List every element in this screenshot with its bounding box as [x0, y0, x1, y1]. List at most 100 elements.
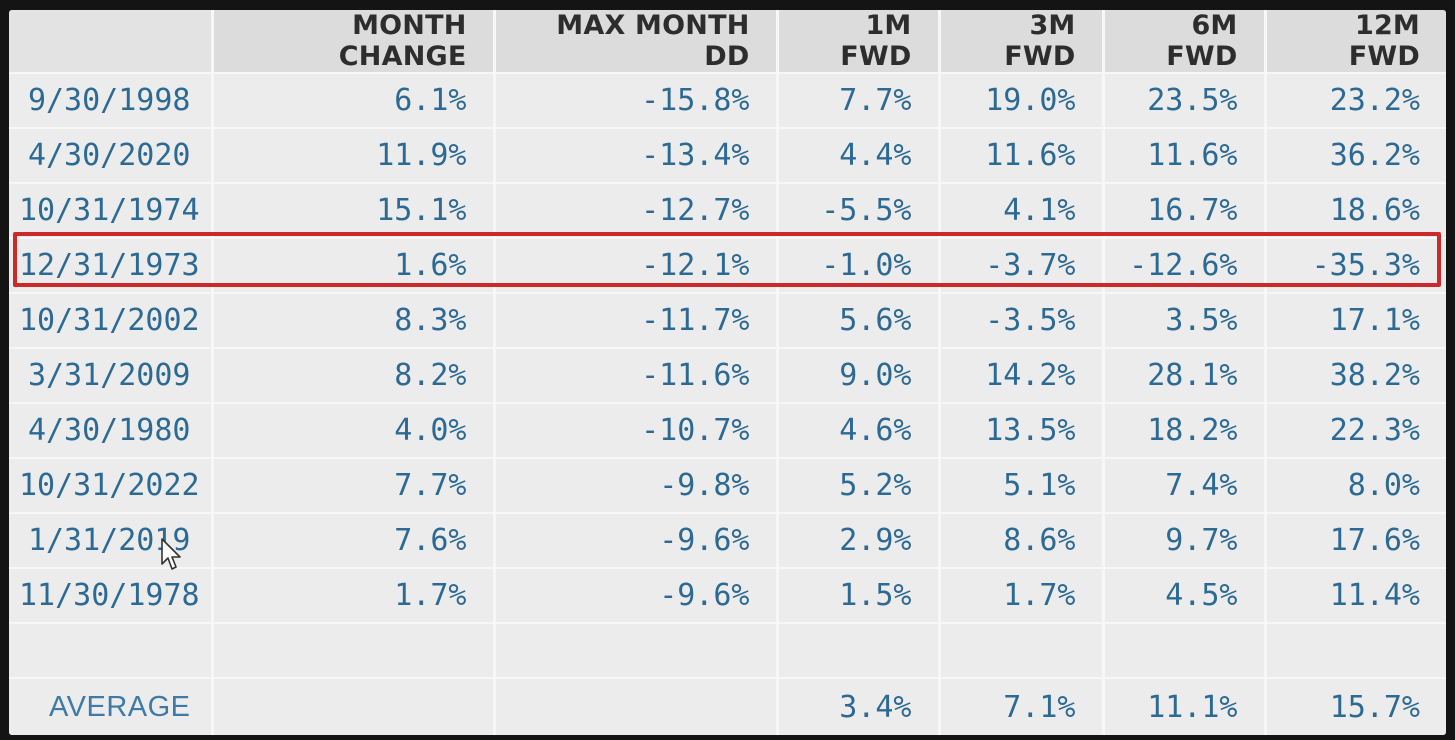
average-month-change-cell — [212, 678, 496, 735]
date-cell: 10/31/2002 — [9, 293, 214, 349]
max-month-dd-cell: -12.7% — [494, 183, 779, 239]
fwd-3m-cell: 19.0% — [939, 73, 1105, 129]
table-row: 10/31/1974 15.1% -12.7% -5.5% 4.1% 16.7%… — [9, 183, 1446, 239]
fwd-1m-cell: 4.6% — [777, 403, 941, 459]
max-month-dd-cell: -10.7% — [494, 403, 779, 459]
blank-cell — [9, 623, 214, 679]
fwd-12m-cell: 17.1% — [1265, 293, 1446, 349]
fwd-1m-cell: 5.6% — [777, 293, 941, 349]
fwd-6m-cell: 7.4% — [1103, 458, 1267, 514]
fwd-3m-cell: -3.7% — [939, 238, 1105, 294]
fwd-3m-cell: 14.2% — [939, 348, 1105, 404]
table-row: 4/30/2020 11.9% -13.4% 4.4% 11.6% 11.6% … — [9, 128, 1446, 184]
max-month-dd-cell: -9.6% — [494, 513, 779, 569]
month-change-cell: 8.2% — [212, 348, 496, 404]
average-3m-fwd-cell: 7.1% — [939, 678, 1105, 735]
fwd-3m-cell: 13.5% — [939, 403, 1105, 459]
header-3m-fwd: 3M FWD — [939, 10, 1105, 74]
max-month-dd-cell: -9.8% — [494, 458, 779, 514]
max-month-dd-cell: -11.6% — [494, 348, 779, 404]
date-cell: 9/30/1998 — [9, 73, 214, 129]
date-cell: 12/31/1973 — [9, 238, 214, 294]
month-change-cell: 6.1% — [212, 73, 496, 129]
fwd-3m-cell: 4.1% — [939, 183, 1105, 239]
table-row: 1/31/2019 7.6% -9.6% 2.9% 8.6% 9.7% 17.6… — [9, 513, 1446, 569]
fwd-1m-cell: 1.5% — [777, 568, 941, 624]
table-row: 3/31/2009 8.2% -11.6% 9.0% 14.2% 28.1% 3… — [9, 348, 1446, 404]
fwd-6m-cell: 16.7% — [1103, 183, 1267, 239]
max-month-dd-cell: -12.1% — [494, 238, 779, 294]
fwd-1m-cell: 9.0% — [777, 348, 941, 404]
blank-cell — [777, 623, 941, 679]
fwd-3m-cell: 5.1% — [939, 458, 1105, 514]
fwd-6m-cell: 4.5% — [1103, 568, 1267, 624]
header-1m-fwd: 1M FWD — [777, 10, 941, 74]
fwd-3m-cell: -3.5% — [939, 293, 1105, 349]
fwd-1m-cell: -5.5% — [777, 183, 941, 239]
header-12m-fwd: 12M FWD — [1265, 10, 1446, 74]
fwd-12m-cell: 23.2% — [1265, 73, 1446, 129]
date-cell: 1/31/2019 — [9, 513, 214, 569]
max-month-dd-cell: -9.6% — [494, 568, 779, 624]
fwd-1m-cell: 5.2% — [777, 458, 941, 514]
fwd-12m-cell: 11.4% — [1265, 568, 1446, 624]
average-6m-fwd-cell: 11.1% — [1103, 678, 1267, 735]
fwd-6m-cell: 9.7% — [1103, 513, 1267, 569]
fwd-12m-cell: 36.2% — [1265, 128, 1446, 184]
blank-cell — [939, 623, 1105, 679]
month-change-cell: 4.0% — [212, 403, 496, 459]
fwd-12m-cell: 18.6% — [1265, 183, 1446, 239]
fwd-6m-cell: 11.6% — [1103, 128, 1267, 184]
max-month-dd-cell: -15.8% — [494, 73, 779, 129]
fwd-12m-cell: -35.3% — [1265, 238, 1446, 294]
blank-cell — [212, 623, 496, 679]
fwd-6m-cell: -12.6% — [1103, 238, 1267, 294]
date-cell: 3/31/2009 — [9, 348, 214, 404]
fwd-1m-cell: -1.0% — [777, 238, 941, 294]
average-1m-fwd-cell: 3.4% — [777, 678, 941, 735]
table-row: 4/30/1980 4.0% -10.7% 4.6% 13.5% 18.2% 2… — [9, 403, 1446, 459]
table-frame: MONTH CHANGE MAX MONTH DD 1M FWD 3M FWD … — [9, 10, 1446, 735]
fwd-6m-cell: 28.1% — [1103, 348, 1267, 404]
fwd-1m-cell: 4.4% — [777, 128, 941, 184]
fwd-12m-cell: 22.3% — [1265, 403, 1446, 459]
fwd-12m-cell: 17.6% — [1265, 513, 1446, 569]
header-max-month-dd: MAX MONTH DD — [494, 10, 779, 74]
average-max-month-dd-cell — [494, 678, 779, 735]
max-month-dd-cell: -13.4% — [494, 128, 779, 184]
month-change-cell: 15.1% — [212, 183, 496, 239]
table-row: 10/31/2002 8.3% -11.7% 5.6% -3.5% 3.5% 1… — [9, 293, 1446, 349]
fwd-12m-cell: 8.0% — [1265, 458, 1446, 514]
fwd-3m-cell: 8.6% — [939, 513, 1105, 569]
table-row: 9/30/1998 6.1% -15.8% 7.7% 19.0% 23.5% 2… — [9, 73, 1446, 129]
average-12m-fwd-cell: 15.7% — [1265, 678, 1446, 735]
blank-cell — [1265, 623, 1446, 679]
month-change-cell: 1.7% — [212, 568, 496, 624]
average-label: AVERAGE — [9, 678, 214, 735]
fwd-6m-cell: 3.5% — [1103, 293, 1267, 349]
month-change-cell: 7.7% — [212, 458, 496, 514]
blank-cell — [1103, 623, 1267, 679]
month-change-cell: 11.9% — [212, 128, 496, 184]
date-cell: 4/30/1980 — [9, 403, 214, 459]
date-cell: 11/30/1978 — [9, 568, 214, 624]
date-cell: 10/31/2022 — [9, 458, 214, 514]
fwd-3m-cell: 1.7% — [939, 568, 1105, 624]
blank-row — [9, 623, 1446, 679]
fwd-6m-cell: 23.5% — [1103, 73, 1267, 129]
blank-cell — [494, 623, 779, 679]
fwd-1m-cell: 7.7% — [777, 73, 941, 129]
header-row: MONTH CHANGE MAX MONTH DD 1M FWD 3M FWD … — [9, 10, 1446, 74]
data-table: MONTH CHANGE MAX MONTH DD 1M FWD 3M FWD … — [9, 10, 1446, 735]
fwd-1m-cell: 2.9% — [777, 513, 941, 569]
header-corner — [9, 10, 214, 74]
header-6m-fwd: 6M FWD — [1103, 10, 1267, 74]
date-cell: 4/30/2020 — [9, 128, 214, 184]
max-month-dd-cell: -11.7% — [494, 293, 779, 349]
date-cell: 10/31/1974 — [9, 183, 214, 239]
table-row: 11/30/1978 1.7% -9.6% 1.5% 1.7% 4.5% 11.… — [9, 568, 1446, 624]
table-row: 10/31/2022 7.7% -9.8% 5.2% 5.1% 7.4% 8.0… — [9, 458, 1446, 514]
average-row: AVERAGE 3.4% 7.1% 11.1% 15.7% — [9, 678, 1446, 735]
fwd-12m-cell: 38.2% — [1265, 348, 1446, 404]
table-row-highlighted: 12/31/1973 1.6% -12.1% -1.0% -3.7% -12.6… — [9, 238, 1446, 294]
